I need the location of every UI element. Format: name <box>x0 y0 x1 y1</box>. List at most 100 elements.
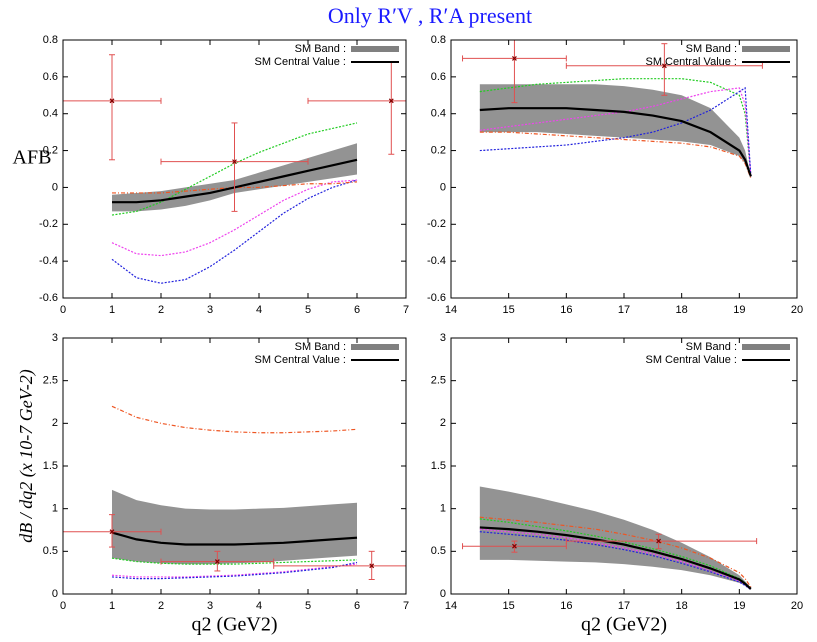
y-tick-label: 0.8 <box>43 34 58 46</box>
data-point <box>109 98 115 104</box>
sm-central-line <box>479 107 752 177</box>
y-tick-label: 0 <box>52 181 58 193</box>
plot-area <box>63 405 406 580</box>
legend-label: SM Band : <box>295 341 346 353</box>
legend-label: SM Band : <box>686 43 737 55</box>
x-tick-label: 1 <box>109 600 115 612</box>
x-tick-label: 16 <box>560 600 572 612</box>
y-tick-label: 0.6 <box>431 71 446 83</box>
model-curve <box>111 405 358 434</box>
x-tick-label: 18 <box>676 304 688 316</box>
y-tick-label: 3 <box>440 332 446 344</box>
model-curve <box>479 131 752 179</box>
y-tick-label: 3 <box>52 332 58 344</box>
plot-frame <box>450 337 798 595</box>
x-tick-label: 19 <box>733 600 745 612</box>
legend-label: SM Band : <box>686 341 737 353</box>
y-tick-label: 1.5 <box>43 460 58 472</box>
legend-label: SM Central Value : <box>645 354 737 366</box>
x-tick-label: 14 <box>445 304 457 316</box>
legend-label: SM Central Value : <box>645 56 737 68</box>
x-tick-label: 1 <box>109 304 115 316</box>
plot-frame <box>62 337 407 595</box>
x-tick-label: 2 <box>158 304 164 316</box>
x-tick-label: 5 <box>305 304 311 316</box>
plot-frame <box>450 39 798 299</box>
x-tick-label: 19 <box>733 304 745 316</box>
y-tick-label: 2 <box>52 417 58 429</box>
sm-central-line <box>479 526 752 590</box>
x-tick-label: 4 <box>256 304 262 316</box>
model-curve <box>479 87 752 177</box>
legend-label: SM Central Value : <box>254 354 346 366</box>
y-tick-label: 1.5 <box>431 460 446 472</box>
x-tick-label: 15 <box>503 600 515 612</box>
model-curve <box>479 86 752 177</box>
x-tick-label: 15 <box>503 304 515 316</box>
legend-swatch <box>742 46 790 52</box>
model-curve <box>479 516 752 588</box>
sm-central-line <box>111 531 358 546</box>
model-curve <box>111 563 358 578</box>
x-tick-label: 0 <box>60 600 66 612</box>
x-tick-label: 6 <box>354 600 360 612</box>
y-tick-label: -0.6 <box>427 292 446 304</box>
sm-band <box>112 143 357 212</box>
plot-area <box>462 40 763 179</box>
x-tick-label: 7 <box>403 304 409 316</box>
y-tick-label: 2 <box>440 417 446 429</box>
y-tick-label: 0 <box>440 181 446 193</box>
y-tick-label: 0.5 <box>431 545 446 557</box>
x-tick-label: 2 <box>158 600 164 612</box>
model-curve <box>112 181 358 194</box>
y-tick-label: 0.5 <box>43 545 58 557</box>
x-tick-label: 20 <box>791 304 803 316</box>
y-tick-label: 0 <box>440 588 446 600</box>
sm-band <box>479 84 751 177</box>
y-axis-label: AFB <box>13 147 52 169</box>
y-tick-label: -0.4 <box>39 255 58 267</box>
y-tick-label: 0.6 <box>43 71 58 83</box>
sm-band <box>479 486 751 590</box>
x-axis-label: q2 (GeV2) <box>191 614 277 636</box>
model-curve <box>111 561 358 580</box>
x-tick-label: 7 <box>403 600 409 612</box>
x-tick-label: 18 <box>676 600 688 612</box>
x-tick-label: 14 <box>445 600 457 612</box>
model-curve <box>111 179 358 257</box>
x-tick-label: 20 <box>791 600 803 612</box>
model-curve <box>111 179 358 284</box>
x-tick-label: 3 <box>207 304 213 316</box>
legend-swatch <box>351 46 399 52</box>
legend-label: SM Central Value : <box>254 56 346 68</box>
plot-area <box>462 486 758 591</box>
x-tick-label: 4 <box>256 600 262 612</box>
y-tick-label: 0.4 <box>431 108 446 120</box>
x-tick-label: 5 <box>305 600 311 612</box>
data-point <box>109 529 115 535</box>
model-curve <box>479 531 752 591</box>
sm-band <box>112 489 357 565</box>
y-tick-label: -0.2 <box>427 218 446 230</box>
data-point <box>369 563 375 569</box>
data-point <box>388 98 394 104</box>
y-tick-label: 2.5 <box>431 375 446 387</box>
y-tick-label: 0 <box>52 588 58 600</box>
y-tick-label: 2.5 <box>43 375 58 387</box>
legend-label: SM Band : <box>295 43 346 55</box>
data-point <box>232 159 237 165</box>
y-tick-label: 0.2 <box>43 144 58 156</box>
model-curve <box>479 528 752 591</box>
y-tick-label: 0.8 <box>431 34 446 46</box>
y-tick-label: 1 <box>440 503 446 515</box>
x-tick-label: 0 <box>60 304 66 316</box>
model-curve <box>479 518 752 590</box>
plot-frame <box>62 39 407 299</box>
legend-swatch <box>742 344 790 350</box>
data-point <box>661 63 667 69</box>
plot-area <box>63 54 406 284</box>
y-tick-label: 0.4 <box>43 108 58 120</box>
model-curve <box>479 78 752 177</box>
x-tick-label: 16 <box>560 304 572 316</box>
